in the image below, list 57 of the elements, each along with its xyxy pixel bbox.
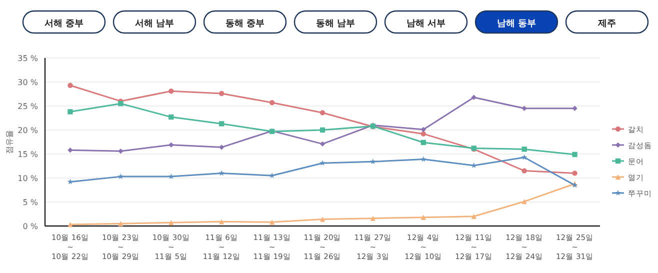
point [522, 146, 527, 152]
point [572, 106, 578, 111]
tab: 남해 동부 [474, 10, 558, 34]
y-tick-label: 15 % [18, 150, 38, 159]
point [420, 140, 426, 146]
point [118, 101, 124, 106]
point [118, 173, 124, 180]
tab: 남해 서부 [384, 10, 468, 34]
point [370, 216, 376, 221]
point [320, 127, 326, 133]
point [370, 158, 376, 164]
y-tick-label: 5 % [22, 198, 38, 207]
point [320, 110, 326, 116]
point [522, 106, 527, 111]
y-axis-title: 점유율 [5, 130, 14, 154]
y-tick-label: 0 % [22, 222, 38, 231]
point [320, 160, 326, 166]
point [168, 88, 174, 94]
point [68, 222, 73, 228]
point [420, 126, 426, 132]
point [269, 100, 275, 106]
point [420, 131, 426, 136]
point [118, 148, 124, 154]
point [471, 214, 476, 219]
y-tick-label: 30 % [18, 78, 38, 87]
point [320, 141, 326, 147]
point [269, 220, 275, 225]
tab: 제주 [565, 10, 649, 34]
tab: 서해 중부 [22, 10, 106, 34]
point [118, 221, 124, 226]
point [420, 156, 426, 162]
y-tick-label: 25 % [18, 102, 38, 111]
point [471, 94, 476, 100]
point [420, 214, 426, 220]
point [168, 142, 174, 148]
point [218, 90, 224, 96]
point [572, 152, 578, 158]
point [67, 178, 74, 184]
point [320, 216, 326, 222]
point [68, 109, 73, 114]
point [522, 168, 527, 174]
point [218, 121, 224, 126]
point [168, 114, 174, 120]
point [218, 170, 225, 176]
y-tick-label: 35 % [18, 54, 38, 63]
point [68, 148, 73, 153]
point [521, 154, 528, 160]
y-tick-label: 10 % [18, 174, 38, 183]
point [218, 219, 224, 224]
point [168, 173, 174, 180]
point [572, 170, 578, 176]
tab: 동해 남부 [294, 10, 378, 34]
tab: 동해 중부 [203, 10, 287, 34]
point [522, 198, 527, 204]
tab: 서해 남부 [112, 10, 196, 34]
point [68, 82, 73, 88]
y-tick-label: 20 % [18, 126, 38, 135]
